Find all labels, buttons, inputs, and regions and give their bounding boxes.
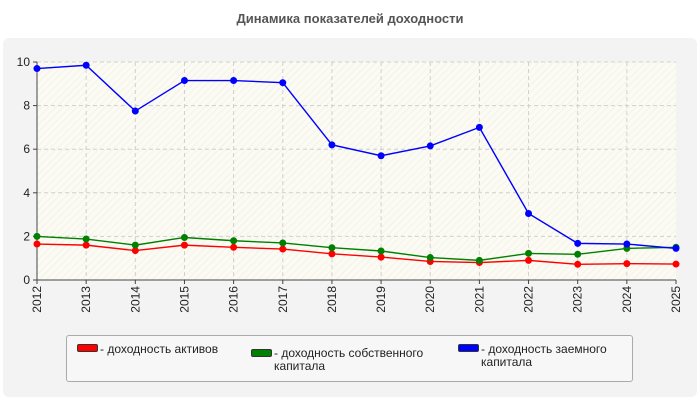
data-point-assets xyxy=(33,240,41,248)
series-line-equity xyxy=(36,235,677,262)
x-tick-label: 2022 xyxy=(522,286,536,313)
data-point-assets xyxy=(623,260,631,268)
x-tick-label: 2013 xyxy=(79,286,93,313)
data-point-assets xyxy=(180,241,188,249)
data-point-debt xyxy=(328,141,336,149)
data-point-debt xyxy=(279,79,287,87)
series-line-debt xyxy=(36,64,677,250)
data-point-assets xyxy=(82,241,90,249)
x-tick-label: 2024 xyxy=(620,286,634,313)
legend-swatch-equity xyxy=(251,349,272,357)
data-point-assets xyxy=(377,253,385,261)
data-point-equity xyxy=(525,249,533,257)
x-tick-label: 2015 xyxy=(177,286,191,313)
data-point-debt xyxy=(377,152,385,160)
chart-title: Динамика показателей доходности xyxy=(236,11,464,26)
legend-label-equity: - доходность собственного капитала xyxy=(274,346,424,373)
legend-label-debt: - доходность заемного капитала xyxy=(481,342,607,369)
data-point-equity xyxy=(475,256,483,264)
y-tick-label: 0 xyxy=(23,273,30,287)
legend-swatch-debt xyxy=(458,344,479,352)
data-point-debt xyxy=(131,107,139,115)
data-point-assets xyxy=(574,260,582,268)
data-point-equity xyxy=(574,250,582,258)
x-tick-label: 2018 xyxy=(325,286,339,313)
data-point-assets xyxy=(525,256,533,264)
x-tick-label: 2019 xyxy=(374,286,388,313)
data-point-debt xyxy=(574,239,582,247)
data-point-equity xyxy=(82,235,90,243)
data-point-debt xyxy=(82,61,90,69)
x-tick-label: 2012 xyxy=(30,286,44,313)
data-point-debt xyxy=(230,77,238,85)
x-tick-label: 2016 xyxy=(227,286,241,313)
data-point-debt xyxy=(623,240,631,248)
x-tick-label: 2021 xyxy=(472,286,486,313)
legend: - доходность активов - доходность собств… xyxy=(66,335,633,382)
data-point-debt xyxy=(475,123,483,131)
data-point-equity xyxy=(377,247,385,255)
data-point-equity xyxy=(279,239,287,247)
x-tick-label: 2014 xyxy=(128,286,142,313)
x-tick-label: 2023 xyxy=(571,286,585,313)
y-tick-label: 4 xyxy=(23,186,30,200)
data-point-equity xyxy=(180,233,188,241)
data-point-debt xyxy=(33,65,41,73)
data-point-debt xyxy=(525,210,533,218)
data-point-assets xyxy=(230,243,238,251)
data-point-assets xyxy=(672,260,680,268)
legend-swatch-assets xyxy=(77,344,98,352)
y-tick-label: 10 xyxy=(17,55,31,69)
legend-label-assets: - доходность активов xyxy=(100,342,219,356)
data-point-assets xyxy=(279,245,287,253)
data-point-assets xyxy=(328,250,336,258)
data-point-equity xyxy=(426,254,434,262)
data-point-debt xyxy=(180,77,188,85)
data-point-debt xyxy=(672,244,680,252)
y-tick-label: 8 xyxy=(23,99,30,113)
data-point-equity xyxy=(131,241,139,249)
data-point-debt xyxy=(426,142,434,150)
data-point-equity xyxy=(328,244,336,252)
x-tick-label: 2020 xyxy=(423,286,437,313)
data-point-equity xyxy=(33,232,41,240)
data-point-equity xyxy=(230,237,238,245)
x-tick-label: 2017 xyxy=(276,286,290,313)
y-tick-label: 2 xyxy=(23,229,30,243)
series-line-assets xyxy=(36,243,677,266)
y-tick-label: 6 xyxy=(23,142,30,156)
x-tick-label: 2025 xyxy=(669,286,683,313)
